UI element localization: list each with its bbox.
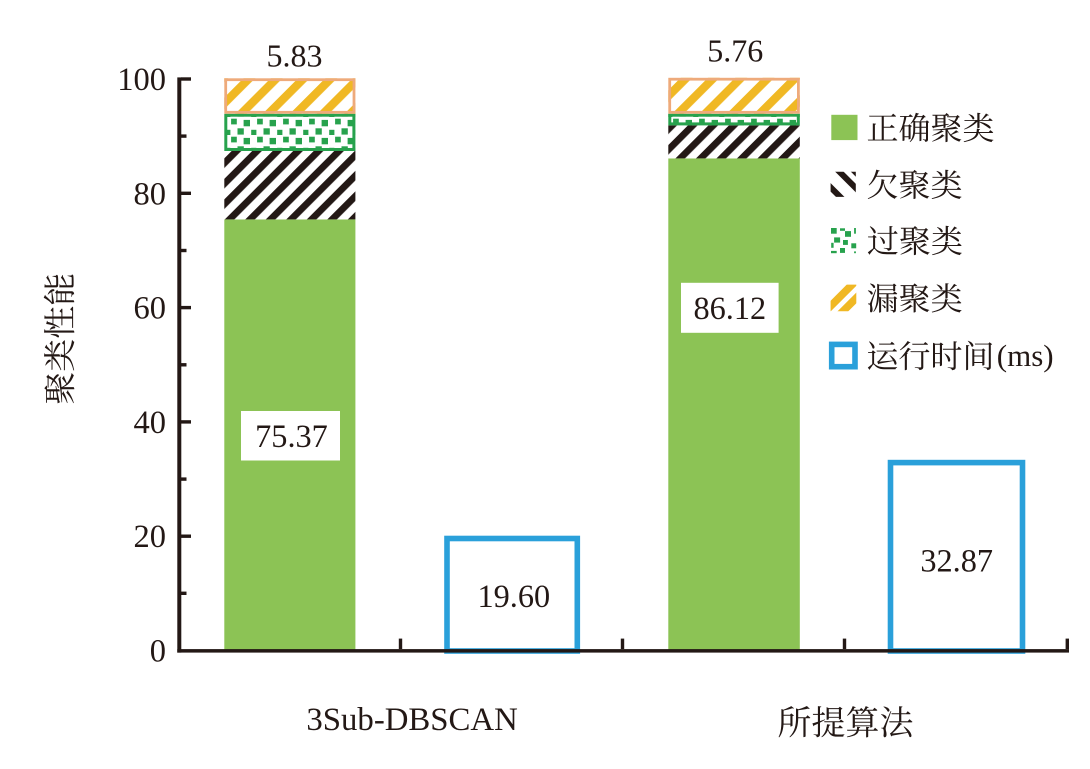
- svg-text:3Sub-DBSCAN: 3Sub-DBSCAN: [306, 702, 517, 738]
- svg-text:20: 20: [134, 519, 167, 555]
- svg-text:40: 40: [134, 405, 167, 441]
- svg-text:80: 80: [134, 176, 167, 212]
- svg-text:5.76: 5.76: [707, 33, 763, 69]
- svg-text:60: 60: [134, 291, 167, 327]
- svg-text:(ms): (ms): [997, 338, 1054, 373]
- svg-text:5.83: 5.83: [267, 37, 323, 73]
- svg-text:86.12: 86.12: [693, 290, 766, 326]
- svg-text:32.87: 32.87: [920, 543, 993, 579]
- svg-text:100: 100: [117, 62, 166, 98]
- svg-text:0: 0: [150, 634, 166, 670]
- svg-text:75.37: 75.37: [255, 418, 328, 454]
- svg-text:19.60: 19.60: [477, 578, 550, 614]
